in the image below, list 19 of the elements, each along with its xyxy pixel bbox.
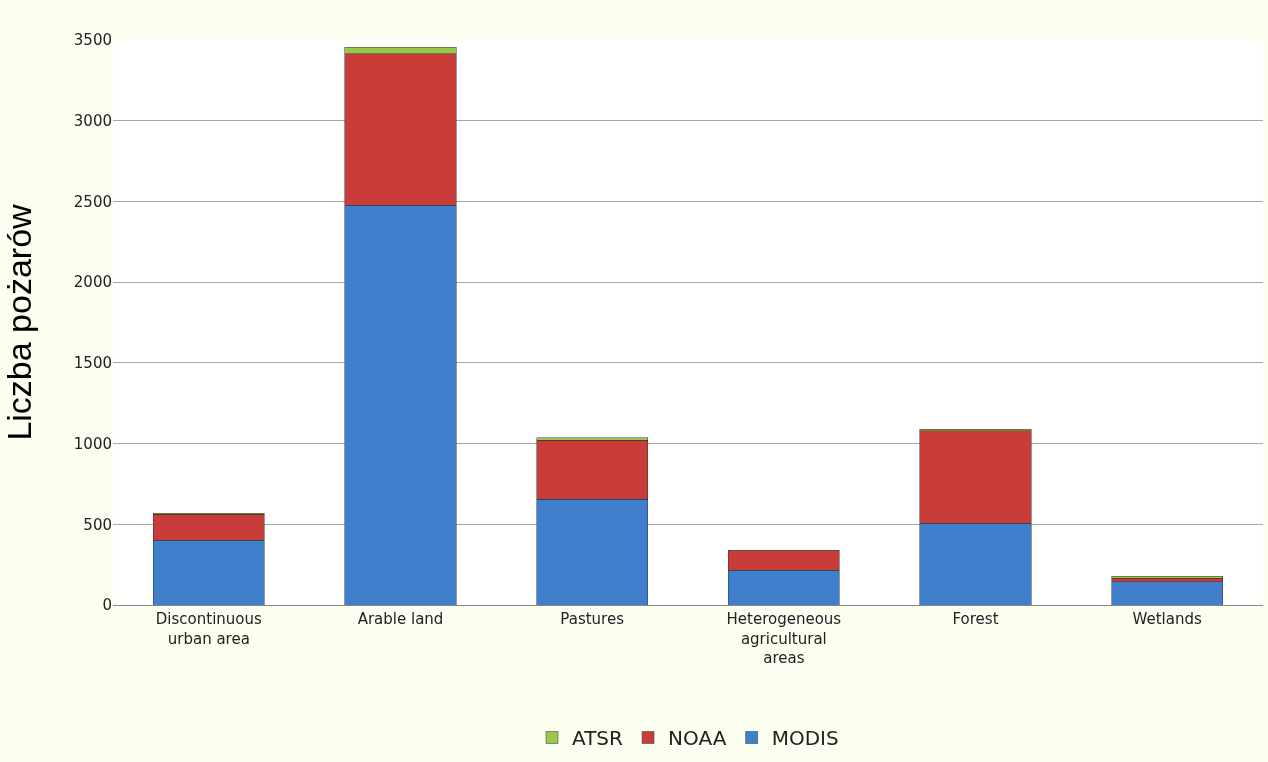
y-tick-label: 3000 bbox=[73, 111, 112, 130]
bar bbox=[1111, 581, 1223, 605]
y-tick-label: 500 bbox=[83, 515, 112, 534]
legend-label: ATSR bbox=[572, 726, 624, 751]
x-tick-label: Arable land bbox=[357, 610, 444, 628]
y-tick-label: 1500 bbox=[73, 354, 112, 373]
x-tick-label: Pastures bbox=[560, 610, 625, 628]
x-tick-label: Forest bbox=[952, 610, 999, 628]
y-tick-label: 2500 bbox=[73, 192, 112, 211]
legend-label: MODIS bbox=[771, 726, 839, 751]
x-tick-label: Wetlands bbox=[1132, 610, 1202, 628]
legend-label: NOAA bbox=[668, 726, 727, 751]
x-tick-label: Heterogeneous agricultural areas bbox=[726, 610, 842, 667]
y-axis-title: Liczba pożarów bbox=[0, 203, 38, 441]
y-tick-label: 0 bbox=[102, 596, 112, 615]
y-tick-label: 2000 bbox=[73, 273, 112, 292]
y-tick-label: 3500 bbox=[73, 31, 112, 50]
y-tick-label: 1000 bbox=[73, 434, 112, 453]
x-tick-label: Discontinuous urban area bbox=[155, 610, 263, 648]
